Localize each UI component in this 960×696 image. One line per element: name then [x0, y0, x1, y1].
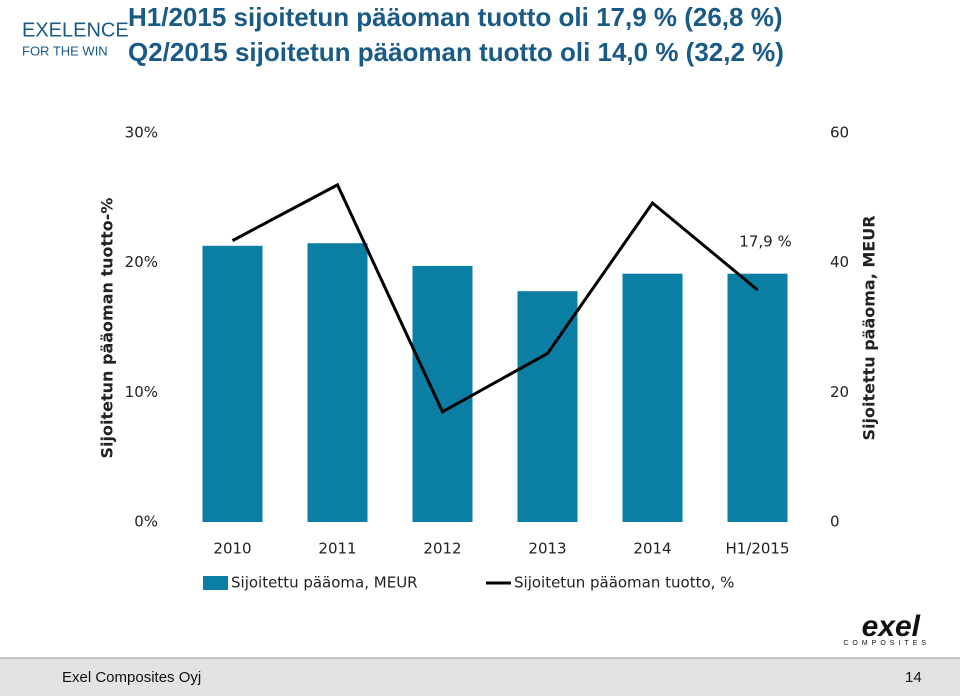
bar	[727, 273, 788, 522]
data-label: 17,9 %	[739, 232, 791, 250]
bar	[517, 291, 578, 522]
legend-label: Sijoitetun pääoman tuotto, %	[514, 574, 734, 592]
bar	[412, 265, 473, 522]
brand-logo: exel	[862, 610, 921, 643]
y-tick-label: 20%	[125, 253, 158, 271]
brand-tagline: COMPOSITES	[843, 640, 930, 647]
bar	[307, 243, 368, 522]
legend-label: Sijoitettu pääoma, MEUR	[231, 574, 418, 592]
y-tick-label: 30%	[125, 124, 158, 142]
logo-text: EXELENCE	[22, 19, 129, 41]
page-number: 14	[905, 669, 922, 686]
y2-tick-label: 20	[830, 383, 849, 401]
footer-band	[0, 658, 960, 696]
y2-tick-label: 0	[830, 513, 840, 531]
y2-tick-label: 40	[830, 253, 849, 271]
x-tick-label: 2010	[213, 540, 251, 558]
x-tick-label: 2011	[318, 540, 356, 558]
y-axis-title: Sijoitetun pääoman tuotto-%	[98, 198, 117, 459]
y-tick-label: 0%	[134, 513, 158, 531]
line	[231, 182, 759, 414]
bar	[202, 245, 263, 522]
bar	[622, 273, 683, 522]
footer-company: Exel Composites Oyj	[62, 669, 201, 686]
x-tick-label: 2013	[528, 540, 566, 558]
legend-swatch	[203, 576, 228, 590]
logo-text: FOR THE WIN	[22, 43, 108, 58]
y2-tick-label: 60	[830, 124, 849, 142]
x-tick-label: 2012	[423, 540, 461, 558]
title: H1/2015 sijoitetun pääoman tuotto oli 17…	[128, 2, 783, 32]
y2-axis-title: Sijoitettu pääoma, MEUR	[860, 215, 879, 440]
title: Q2/2015 sijoitetun pääoman tuotto oli 14…	[128, 37, 784, 67]
x-tick-label: H1/2015	[725, 540, 789, 558]
y-tick-label: 10%	[125, 383, 158, 401]
x-tick-label: 2014	[633, 540, 671, 558]
